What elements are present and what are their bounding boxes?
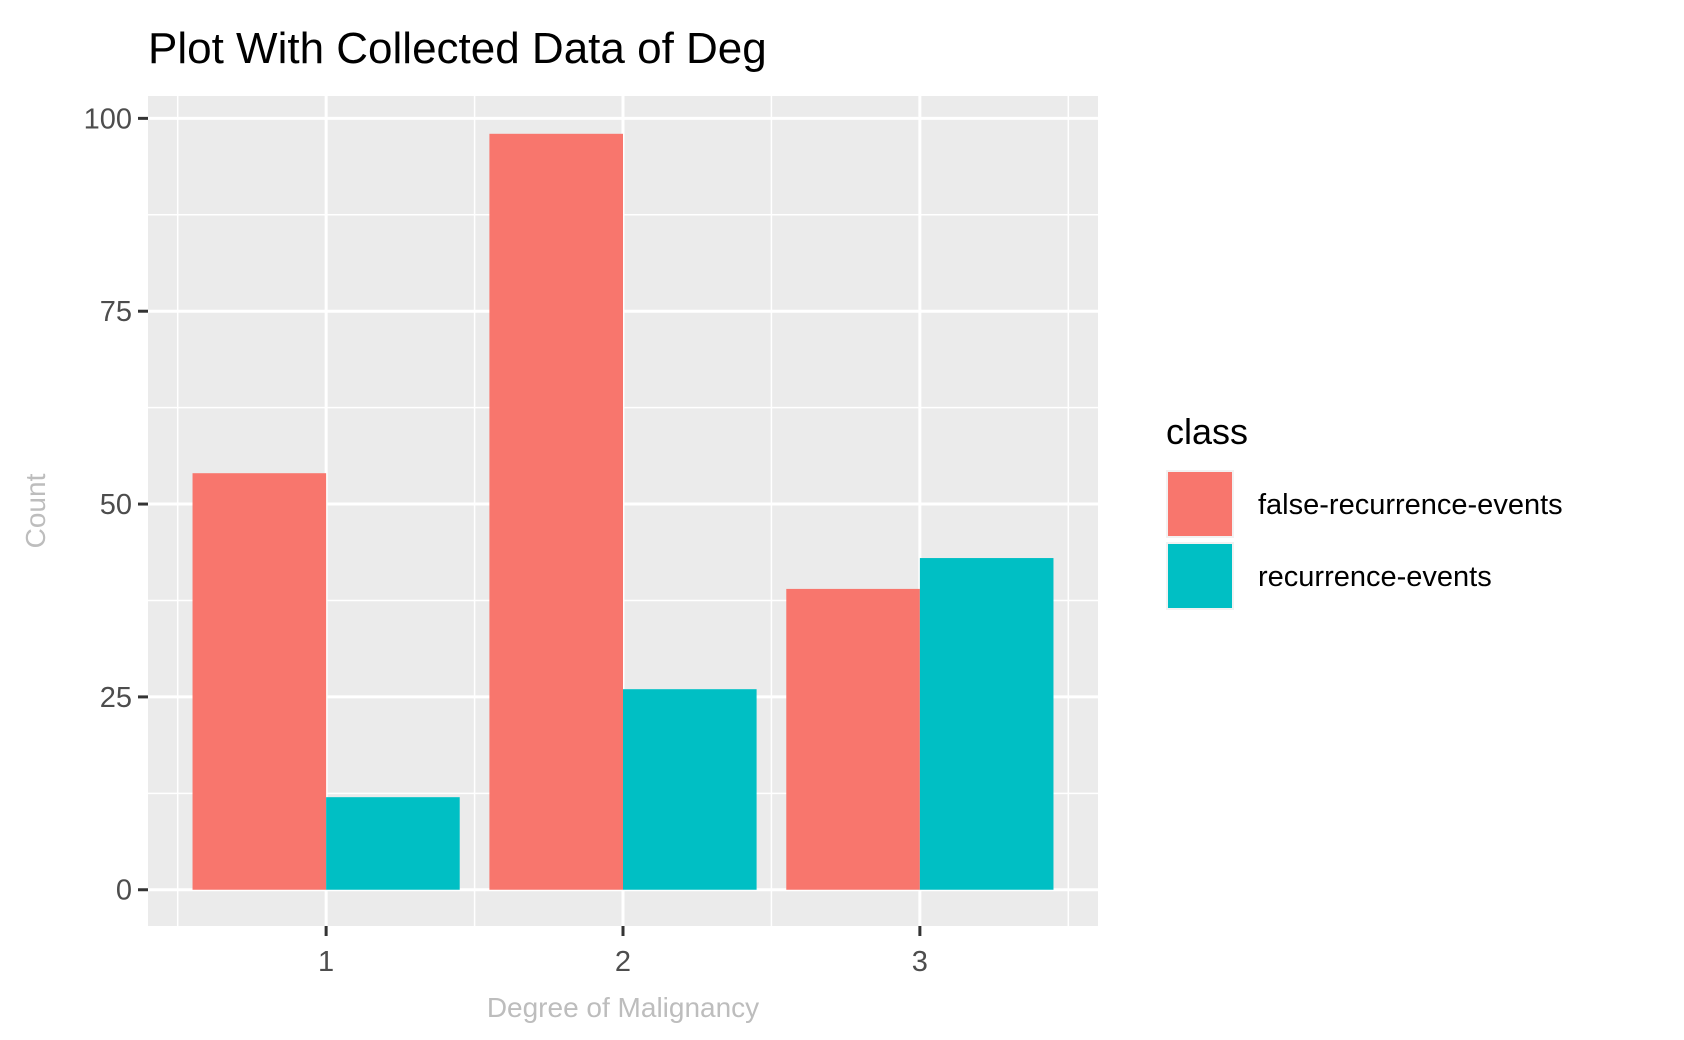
legend-items: false-recurrence-events recurrence-events bbox=[1166, 470, 1563, 610]
x-axis: 1 2 3 bbox=[318, 926, 928, 978]
bar-false-recurrence-events-2 bbox=[489, 133, 623, 890]
legend-swatch-recurrence-events bbox=[1168, 544, 1232, 608]
legend-label-recurrence-events: recurrence-events bbox=[1258, 561, 1492, 593]
y-tick-label: 0 bbox=[116, 875, 132, 907]
bar-recurrence-events-1 bbox=[326, 797, 460, 890]
x-tick-label: 2 bbox=[615, 946, 631, 978]
y-tick-label: 50 bbox=[100, 489, 132, 521]
y-tick-label: 75 bbox=[100, 296, 132, 328]
y-tick-label: 100 bbox=[84, 103, 132, 135]
x-tick-label: 3 bbox=[912, 946, 928, 978]
y-tick-label: 25 bbox=[100, 682, 132, 714]
legend: class false-recurrence-events recurrence-… bbox=[1166, 411, 1563, 610]
y-axis-title: Count bbox=[20, 473, 51, 548]
plot-panel bbox=[148, 96, 1098, 926]
bar-false-recurrence-events-3 bbox=[786, 588, 920, 890]
legend-label-false-recurrence-events: false-recurrence-events bbox=[1258, 489, 1563, 521]
y-axis: 0 25 50 75 100 bbox=[84, 103, 148, 907]
chart-title: Plot With Collected Data of Deg bbox=[148, 24, 767, 73]
legend-swatch-false-recurrence-events bbox=[1168, 472, 1232, 536]
bars bbox=[192, 133, 1054, 890]
bar-false-recurrence-events-1 bbox=[192, 473, 327, 890]
bar-recurrence-events-3 bbox=[919, 558, 1054, 890]
legend-title: class bbox=[1166, 411, 1248, 452]
bar-recurrence-events-2 bbox=[623, 689, 757, 890]
x-axis-title: Degree of Malignancy bbox=[487, 992, 759, 1023]
x-tick-label: 1 bbox=[318, 946, 334, 978]
